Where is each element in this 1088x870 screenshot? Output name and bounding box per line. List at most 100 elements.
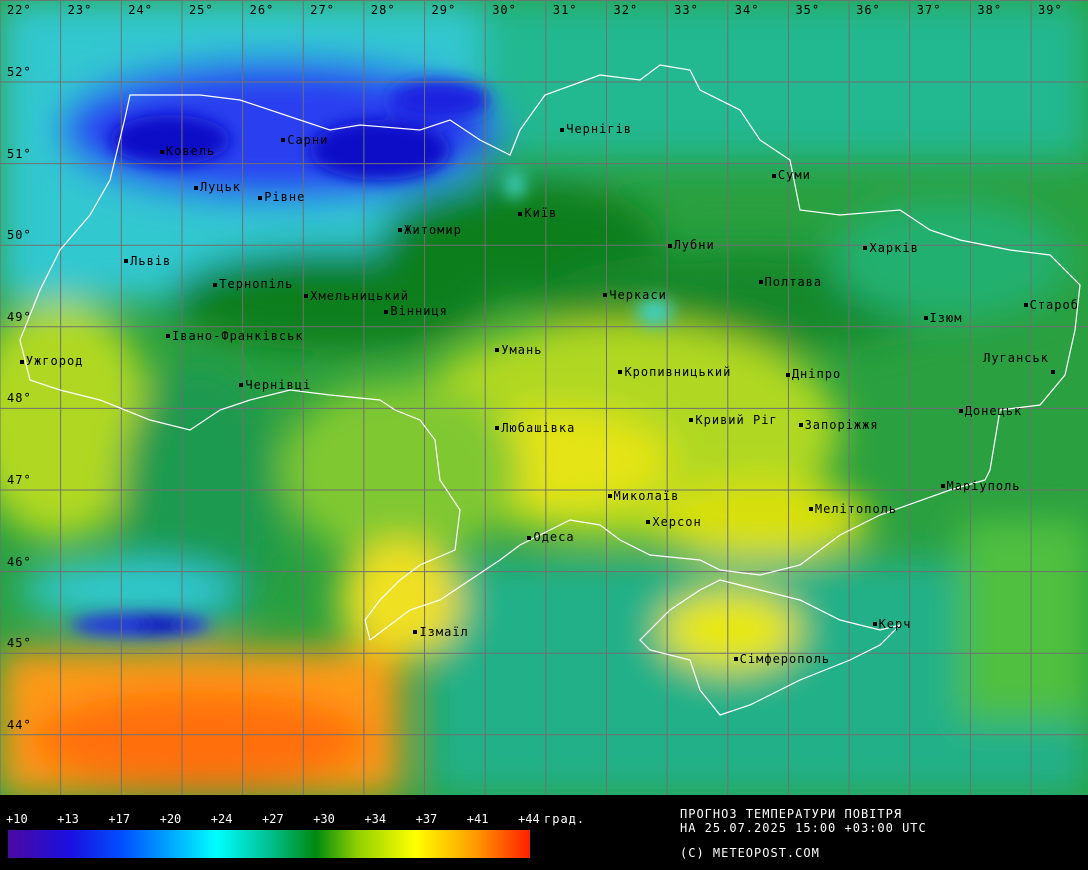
latitude-label: 46° bbox=[7, 554, 32, 569]
longitude-label: 39° bbox=[1038, 3, 1063, 17]
city-marker: Івано-Франківськ bbox=[166, 330, 304, 342]
city-dot-icon bbox=[495, 426, 500, 431]
city-dot-icon bbox=[603, 293, 608, 298]
city-marker: Ужгород bbox=[19, 354, 84, 369]
city-marker: Херсон bbox=[646, 516, 701, 528]
city-marker: Староб bbox=[1023, 297, 1079, 312]
city-marker: Харків bbox=[863, 242, 918, 254]
city-marker: Тернопіль bbox=[213, 278, 293, 290]
city-marker: Одеса bbox=[527, 531, 574, 543]
longitude-label: 26° bbox=[249, 3, 275, 17]
city-dot-icon bbox=[398, 228, 403, 233]
longitude-label: 38° bbox=[977, 3, 1003, 17]
temperature-legend: +10 +13 +17 +20 +24 +27 +30 +34 +37 +41 +44 град. … bbox=[0, 795, 1088, 870]
city-marker: Житомир bbox=[398, 224, 462, 236]
legend-tick-label: +27 bbox=[262, 812, 284, 826]
city-dot-icon bbox=[785, 372, 790, 377]
city-marker: Львів bbox=[124, 255, 171, 267]
city-dot-icon bbox=[607, 494, 612, 499]
city-label: Староб bbox=[1029, 297, 1079, 312]
forecast-datetime: НА 25.07.2025 15:00 +03:00 UTC bbox=[680, 821, 927, 835]
city-label: Керч bbox=[878, 616, 912, 631]
city-label: Вінниця bbox=[390, 304, 448, 319]
city-dot-icon bbox=[166, 334, 170, 339]
city-dot-icon bbox=[646, 520, 651, 525]
city-marker: Сарни bbox=[281, 134, 328, 146]
latitude-label: 52° bbox=[7, 65, 32, 79]
city-label: Маріуполь bbox=[946, 478, 1021, 493]
city-label: Сімферополь bbox=[739, 651, 831, 666]
temperature-map: 22° 23° 24° 25° 26° 27° 28° 29° 30° 31° 32° 33° 34° 3… bbox=[0, 0, 1088, 795]
city-dot-icon bbox=[863, 246, 868, 251]
city-marker: Луцьк bbox=[193, 181, 241, 193]
city-dot-icon bbox=[1023, 303, 1028, 308]
coordinate-grid bbox=[0, 0, 1088, 795]
color-scale-bar bbox=[8, 830, 530, 858]
city-marker: Запоріжжя bbox=[798, 419, 879, 431]
city-dot-icon bbox=[19, 359, 24, 364]
city-dot-icon bbox=[758, 280, 763, 285]
city-label: Луганськ bbox=[983, 350, 1049, 365]
city-dot-icon bbox=[193, 185, 198, 190]
city-label: Полтава bbox=[764, 274, 823, 289]
city-marker: Любашівка bbox=[495, 422, 575, 434]
city-marker: Донецьк bbox=[958, 403, 1023, 418]
city-marker: Мелітополь bbox=[808, 503, 897, 515]
city-label: Кривий Ріг bbox=[695, 412, 778, 427]
longitude-label: 31° bbox=[552, 3, 578, 17]
city-dot-icon bbox=[213, 282, 218, 287]
city-marker: Дніпро bbox=[785, 368, 841, 380]
city-label: Суми bbox=[777, 168, 811, 183]
longitude-label: 35° bbox=[795, 3, 821, 17]
city-marker: Чернівці bbox=[239, 379, 311, 391]
city-dot-icon bbox=[527, 535, 532, 540]
longitude-label: 23° bbox=[67, 3, 93, 17]
city-label: Черкаси bbox=[609, 287, 667, 302]
latitude-label: 47° bbox=[7, 473, 32, 487]
city-dot-icon bbox=[923, 316, 928, 321]
city-label: Київ bbox=[524, 206, 558, 221]
city-marker: Суми bbox=[771, 168, 811, 183]
city-label: Умань bbox=[501, 342, 543, 357]
city-dot-icon bbox=[733, 657, 738, 662]
legend-tick-label: +44 bbox=[518, 812, 540, 826]
city-dot-icon bbox=[618, 370, 623, 375]
city-marker: Керч bbox=[872, 616, 912, 631]
longitude-label: 28° bbox=[370, 3, 396, 17]
longitude-label: 24° bbox=[128, 3, 153, 17]
longitude-label: 34° bbox=[734, 3, 760, 17]
city-label: Рівне bbox=[264, 190, 306, 205]
city-dot-icon bbox=[872, 622, 877, 627]
city-marker: Умань bbox=[495, 344, 542, 356]
city-dot-icon bbox=[304, 294, 309, 299]
city-label: Донецьк bbox=[964, 403, 1023, 418]
latitude-label: 44° bbox=[7, 717, 32, 732]
city-marker: Хмельницький bbox=[304, 290, 409, 302]
forecast-title: ПРОГНОЗ ТЕМПЕРАТУРИ ПОВІТРЯ bbox=[680, 807, 903, 821]
latitude-label: 48° bbox=[7, 391, 32, 406]
city-label: Ужгород bbox=[25, 354, 84, 369]
city-label: Кропивницький bbox=[624, 364, 732, 379]
city-dot-icon bbox=[940, 484, 945, 489]
city-marker: Чернігів bbox=[560, 123, 632, 135]
city-dot-icon bbox=[958, 409, 963, 414]
city-label: Любашівка bbox=[501, 420, 576, 435]
city-dot-icon bbox=[124, 259, 129, 264]
longitude-label: 27° bbox=[310, 3, 335, 17]
country-borders bbox=[19, 64, 1081, 716]
city-marker: Ковель bbox=[159, 145, 215, 157]
city-label: Хмельницький bbox=[310, 288, 409, 303]
city-dot-icon bbox=[560, 127, 565, 132]
city-label: Тернопіль bbox=[219, 277, 294, 292]
city-label: Сарни bbox=[287, 132, 329, 147]
city-dot-icon bbox=[667, 243, 672, 248]
city-marker: Сімферополь bbox=[733, 651, 831, 666]
city-label: Чернігів bbox=[566, 122, 633, 137]
city-marker: Луганськ bbox=[983, 350, 1057, 374]
longitude-label: 37° bbox=[916, 3, 942, 17]
legend-tick-label: +30 bbox=[313, 812, 335, 826]
longitude-label: 36° bbox=[856, 3, 881, 17]
copyright-link[interactable]: (C) METEOPOST.COM bbox=[680, 846, 820, 860]
city-dot-icon bbox=[808, 507, 813, 512]
